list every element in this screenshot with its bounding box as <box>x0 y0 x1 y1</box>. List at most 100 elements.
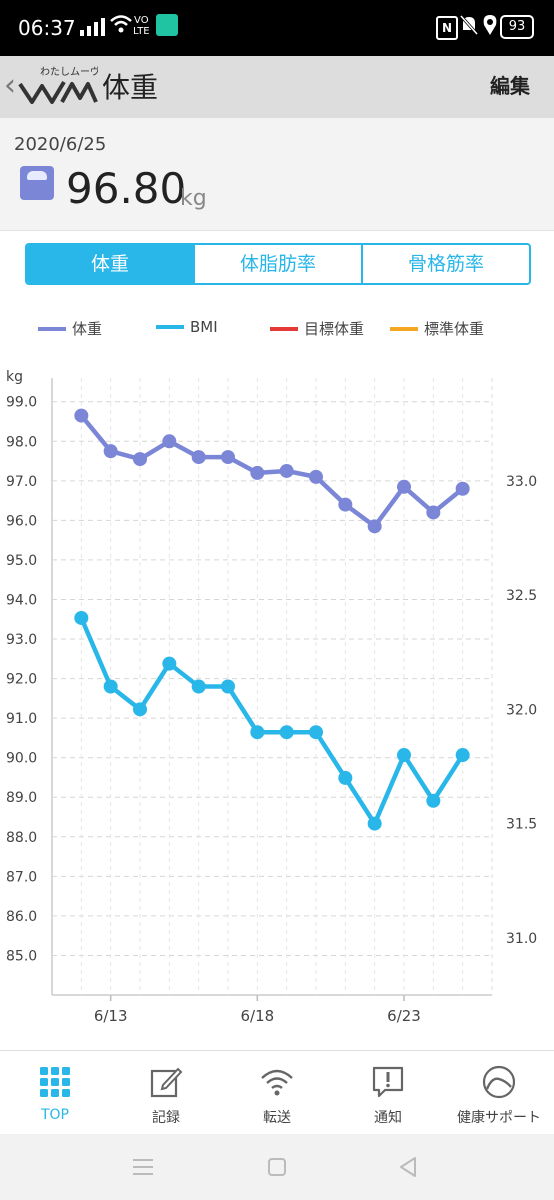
data-point <box>103 679 118 694</box>
measure-date: 2020/6/25 <box>14 134 107 155</box>
nav-health-support[interactable]: 健康サポート <box>444 1051 554 1135</box>
data-point <box>338 497 353 512</box>
back-triangle-icon[interactable] <box>398 1156 418 1178</box>
x-tick-label: 6/13 <box>94 1007 128 1025</box>
bell-muted-icon <box>460 15 478 35</box>
wifi-icon <box>261 1069 293 1096</box>
data-point <box>133 452 147 467</box>
data-point <box>426 793 441 808</box>
app-notification-icon <box>156 14 178 36</box>
weight-unit: kg <box>180 186 207 211</box>
nfc-icon: N <box>436 16 458 40</box>
bottom-nav: TOP 記録 転送 通知 健康サポート <box>0 1050 554 1135</box>
legend-swatch <box>270 326 298 331</box>
y-right-tick-label: 33.0 <box>506 474 537 490</box>
y-tick-label: 96.0 <box>6 513 37 529</box>
data-point <box>397 748 411 763</box>
y-tick-label: 92.0 <box>6 672 37 688</box>
data-point <box>397 479 411 494</box>
y-tick-label: 90.0 <box>6 751 37 767</box>
legend-label: BMI <box>190 318 218 336</box>
data-point <box>191 450 206 465</box>
data-point <box>426 505 441 520</box>
data-point <box>74 610 89 625</box>
home-icon[interactable] <box>267 1157 287 1177</box>
y-tick-label: 98.0 <box>6 434 37 450</box>
data-point <box>191 679 206 694</box>
y-unit-label: kg <box>6 369 23 385</box>
health-support-icon <box>482 1065 516 1099</box>
y-right-tick-label: 31.0 <box>506 931 537 947</box>
y-tick-label: 93.0 <box>6 632 37 648</box>
y-tick-label: 85.0 <box>6 948 37 964</box>
data-point <box>221 679 235 694</box>
logo-text: わたしムーヴ <box>40 65 98 78</box>
data-point <box>250 725 265 740</box>
chart-legend: 体重 BMI 目標体重 標準体重 <box>0 318 554 346</box>
app-bar: ‹ わたしムーヴ 体重 編集 <box>0 56 554 118</box>
back-button[interactable]: ‹ <box>4 68 16 103</box>
y-tick-label: 86.0 <box>6 909 37 925</box>
nav-transfer[interactable]: 転送 <box>222 1051 332 1135</box>
page-title: 体重 <box>102 71 159 104</box>
nav-notice[interactable]: 通知 <box>333 1051 443 1135</box>
y-right-tick-label: 32.0 <box>506 702 537 718</box>
y-tick-label: 88.0 <box>6 830 37 846</box>
nav-top[interactable]: TOP <box>0 1051 110 1135</box>
nav-label: 記録 <box>152 1110 180 1126</box>
y-right-tick-label: 32.5 <box>506 588 537 604</box>
legend-item-weight: 体重 <box>38 318 102 339</box>
legend-swatch <box>38 326 66 331</box>
legend-label: 標準体重 <box>424 320 485 338</box>
signal-icon <box>80 18 105 36</box>
y-tick-label: 94.0 <box>6 592 37 608</box>
volte-indicator: VO LTE <box>133 15 150 37</box>
battery-indicator: 93 <box>500 15 534 39</box>
grid-icon <box>40 1067 70 1097</box>
y-tick-label: 91.0 <box>6 711 37 727</box>
legend-item-standard-weight: 標準体重 <box>390 318 484 339</box>
y-tick-label: 95.0 <box>6 553 37 569</box>
data-point <box>367 816 382 831</box>
data-point <box>162 434 177 449</box>
menu-icon[interactable] <box>133 1158 153 1176</box>
nav-label: 通知 <box>374 1110 402 1126</box>
data-point <box>103 444 118 459</box>
y-tick-label: 87.0 <box>6 869 37 885</box>
nav-record[interactable]: 記録 <box>111 1051 221 1135</box>
data-point <box>250 465 265 480</box>
tab-body-fat[interactable]: 体脂肪率 <box>195 245 363 283</box>
legend-label: 体重 <box>72 320 103 338</box>
x-tick-label: 6/18 <box>240 1007 274 1025</box>
data-point <box>367 519 382 534</box>
y-tick-label: 89.0 <box>6 790 37 806</box>
nav-label: TOP <box>40 1107 69 1123</box>
legend-item-target-weight: 目標体重 <box>270 318 364 339</box>
data-point <box>162 656 177 671</box>
data-point <box>279 463 294 478</box>
location-icon <box>483 15 497 35</box>
data-point <box>74 408 89 423</box>
nav-label: 健康サポート <box>457 1110 541 1126</box>
tab-weight[interactable]: 体重 <box>27 245 195 283</box>
notice-icon <box>372 1066 404 1098</box>
system-nav-bar <box>0 1134 554 1200</box>
wifi-status-icon <box>110 15 132 33</box>
latest-weight-summary: 2020/6/25 96.80 kg <box>0 118 554 231</box>
tab-skeletal-muscle[interactable]: 骨格筋率 <box>407 253 484 275</box>
edit-button[interactable]: 編集 <box>490 74 530 98</box>
y-tick-label: 99.0 <box>6 395 37 411</box>
data-point <box>221 450 235 465</box>
legend-label: 目標体重 <box>304 320 365 338</box>
data-point <box>338 770 353 785</box>
metric-tabs: 体重 体脂肪率 骨格筋率 <box>25 243 531 285</box>
weight-value: 96.80 <box>66 164 187 213</box>
status-bar: 06:37 VO LTE N 93 <box>0 0 554 56</box>
legend-swatch <box>156 325 184 329</box>
legend-swatch <box>390 326 418 331</box>
app-logo: わたしムーヴ <box>18 65 98 104</box>
data-point <box>455 748 470 763</box>
data-point <box>133 702 147 717</box>
data-point <box>309 725 323 740</box>
legend-item-bmi: BMI <box>156 318 218 336</box>
